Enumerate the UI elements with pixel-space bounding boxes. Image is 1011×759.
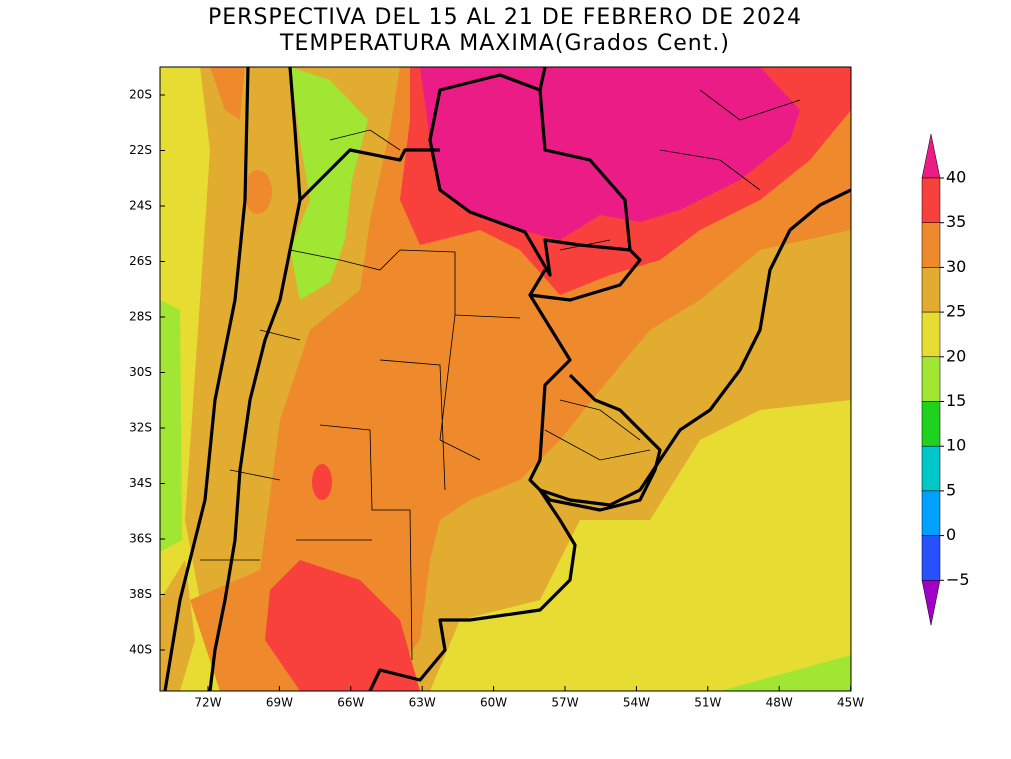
lon-label: 57W [551, 696, 578, 710]
axes: 20S 22S 24S 26S 28S 30S 32S 34S 36S 38S 40S 72W 69W 6… [129, 88, 864, 710]
colorbar-box [921, 356, 941, 402]
colorbar-box [921, 267, 941, 313]
colorbar-label: 0 [946, 525, 956, 544]
colorbar-box [921, 177, 941, 223]
colorbar-label: −5 [946, 570, 970, 589]
colorbar-box [921, 222, 941, 268]
lat-label: 22S [129, 143, 152, 157]
lon-label: 66W [337, 696, 364, 710]
lat-label: 26S [129, 254, 152, 268]
colorbar-over-triangle [921, 133, 941, 179]
lon-label: 63W [409, 696, 436, 710]
lon-label: 48W [766, 696, 793, 710]
lat-label: 24S [129, 199, 152, 213]
colorbar-label: 15 [946, 391, 966, 410]
lat-label: 30S [129, 365, 152, 379]
lat-label: 28S [129, 310, 152, 324]
lat-label: 36S [129, 532, 152, 546]
colorbar-label: 10 [946, 436, 966, 455]
colorbar-label: 5 [946, 480, 956, 499]
colorbar-box [921, 401, 941, 447]
map-frame [159, 66, 852, 692]
colorbar-under-triangle [921, 580, 941, 626]
colorbar-label: 30 [946, 257, 966, 276]
lon-label: 69W [266, 696, 293, 710]
map-field [160, 67, 851, 691]
lat-label: 34S [129, 476, 152, 490]
lon-label: 45W [837, 696, 864, 710]
colorbar: 40 35 30 25 20 15 10 5 0 −5 [921, 133, 970, 626]
colorbar-label: 35 [946, 212, 966, 231]
colorbar-box [921, 535, 941, 581]
title: PERSPECTIVA DEL 15 AL 21 DE FEBRERO DE 2… [208, 5, 802, 30]
lon-label: 60W [480, 696, 507, 710]
lat-label: 38S [129, 587, 152, 601]
lat-label: 32S [129, 421, 152, 435]
colorbar-label: 25 [946, 302, 966, 321]
colorbar-box [921, 490, 941, 536]
lon-label: 54W [623, 696, 650, 710]
subtitle: TEMPERATURA MAXIMA(Grados Cent.) [279, 31, 730, 56]
lat-label: 40S [129, 643, 152, 657]
colorbar-box [921, 445, 941, 492]
colorbar-label: 40 [946, 168, 966, 187]
colorbar-box [921, 311, 941, 358]
colorbar-label: 20 [946, 346, 966, 365]
lon-label: 51W [694, 696, 721, 710]
lat-label: 20S [129, 88, 152, 102]
lon-label: 72W [194, 696, 221, 710]
